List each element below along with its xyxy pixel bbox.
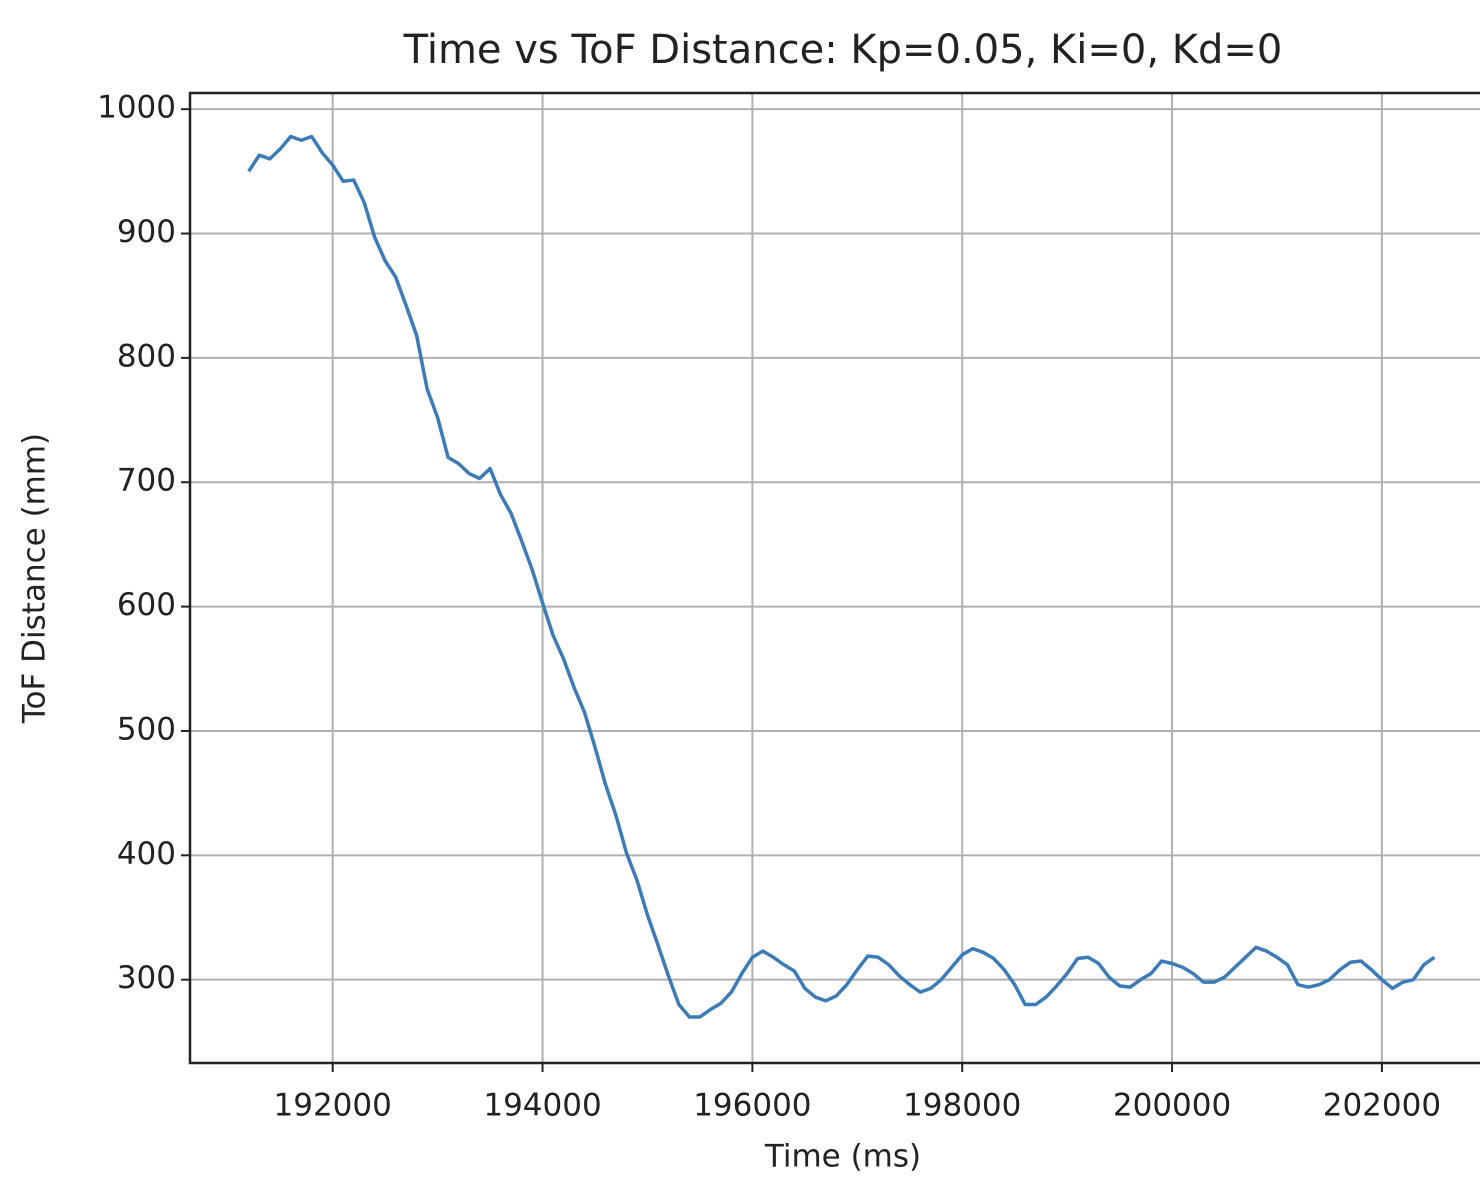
y-tick-label: 800 <box>117 338 176 374</box>
y-tick-label: 300 <box>117 960 176 996</box>
x-tick-label: 192000 <box>274 1088 392 1124</box>
y-axis-label: ToF Distance (mm) <box>17 433 53 724</box>
x-axis-label: Time (ms) <box>764 1139 921 1175</box>
y-tick-label: 1000 <box>97 90 176 126</box>
chart-title: Time vs ToF Distance: Kp=0.05, Ki=0, Kd=… <box>403 27 1283 73</box>
x-tick-label: 196000 <box>693 1088 811 1124</box>
x-tick-label: 194000 <box>483 1088 601 1124</box>
plot-frame <box>188 91 1480 1065</box>
y-tick-label: 700 <box>117 463 176 499</box>
y-tick-label: 500 <box>117 711 176 747</box>
x-tick-label: 200000 <box>1113 1088 1231 1124</box>
y-tick-label: 400 <box>117 836 176 872</box>
x-tick-label: 198000 <box>903 1088 1021 1124</box>
y-tick-label: 900 <box>117 214 176 250</box>
x-tick-label: 202000 <box>1323 1088 1441 1124</box>
y-tick-label: 600 <box>117 587 176 623</box>
data-line <box>247 134 1436 1019</box>
